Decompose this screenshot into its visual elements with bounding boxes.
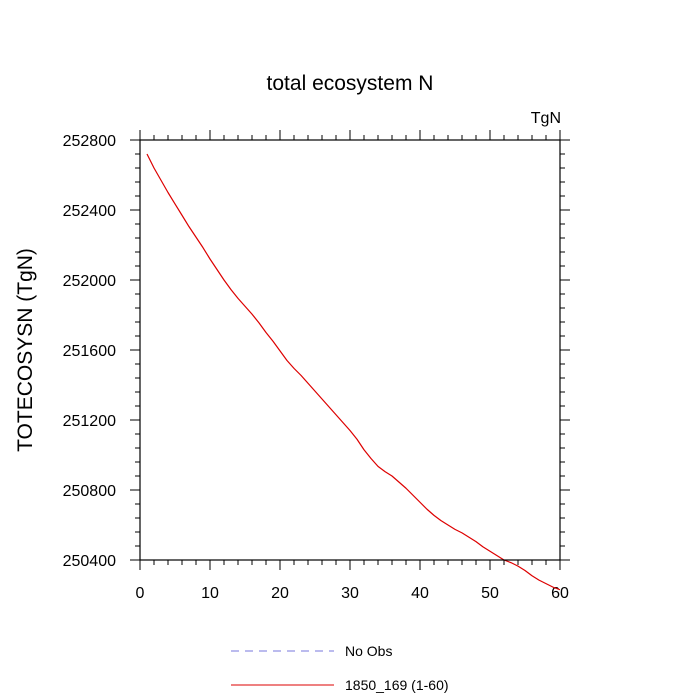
y-tick-label: 251600 bbox=[63, 343, 116, 360]
x-tick-label: 50 bbox=[481, 585, 499, 602]
x-tick-label: 20 bbox=[271, 585, 289, 602]
y-tick-label: 252000 bbox=[63, 273, 116, 290]
y-tick-label: 250400 bbox=[63, 553, 116, 570]
x-tick-label: 0 bbox=[136, 585, 145, 602]
y-tick-label: 250800 bbox=[63, 483, 116, 500]
y-tick-label: 252400 bbox=[63, 203, 116, 220]
x-tick-label: 40 bbox=[411, 585, 429, 602]
axis-tick-labels: 0 10 20 30 40 50 60 250400 250800 251200 251600 252… bbox=[63, 133, 569, 602]
series-lines bbox=[146, 153, 561, 591]
x-tick-label: 10 bbox=[201, 585, 219, 602]
legend-label-1: 1850_169 (1-60) bbox=[345, 677, 449, 693]
legend-label-0: No Obs bbox=[345, 643, 392, 659]
y-tick-label: 251200 bbox=[63, 413, 116, 430]
chart-title: total ecosystem N bbox=[267, 72, 434, 95]
axis-ticks bbox=[130, 130, 570, 570]
legend: No Obs 1850_169 (1-60) bbox=[231, 643, 449, 693]
series-line-1 bbox=[146, 153, 561, 591]
units-label: TgN bbox=[531, 110, 561, 127]
x-tick-label: 60 bbox=[551, 585, 569, 602]
y-axis-label: TOTECOSYSN (TgN) bbox=[14, 248, 37, 452]
x-tick-label: 30 bbox=[341, 585, 359, 602]
y-tick-label: 252800 bbox=[63, 133, 116, 150]
plot-frame bbox=[139, 139, 561, 561]
